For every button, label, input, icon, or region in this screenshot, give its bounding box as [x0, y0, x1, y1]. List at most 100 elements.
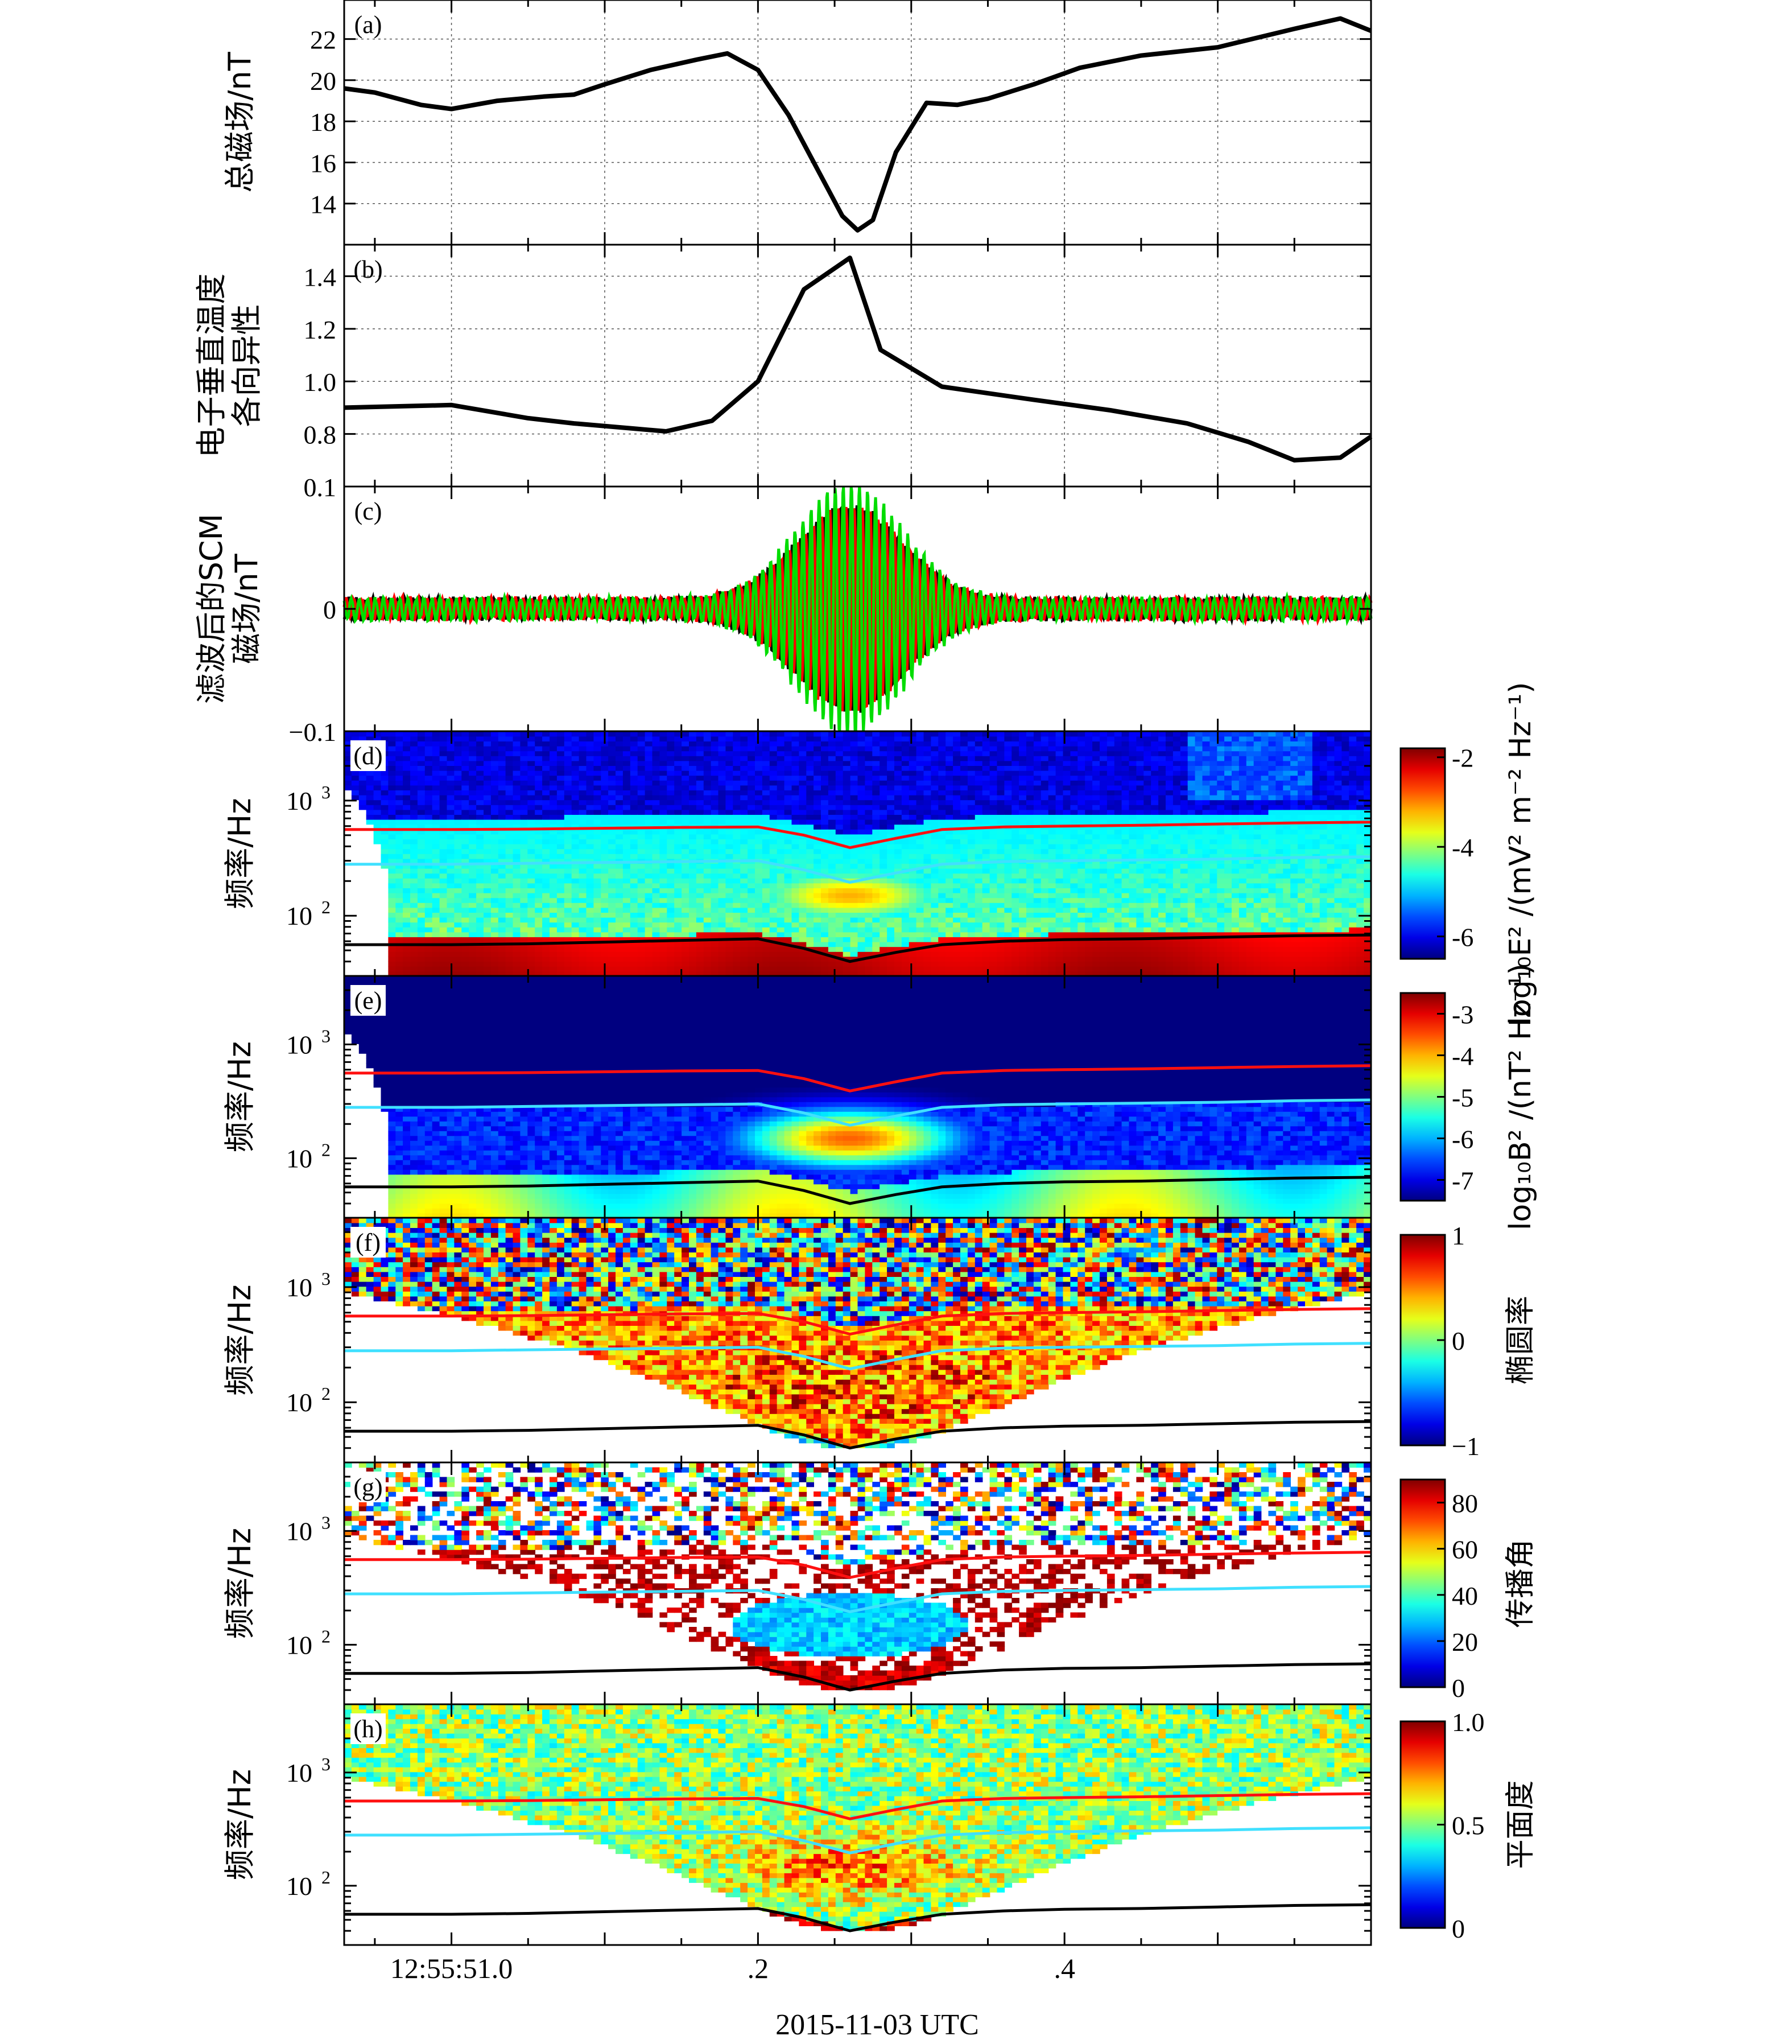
colorbars: -2-4-6 log₁₀E² /(mV² m⁻² Hz⁻¹)-3-4-5-6-7 l… — [1401, 682, 1538, 1943]
y-tick-label: 10 — [286, 1030, 312, 1059]
colorbar-gradient — [1401, 1480, 1445, 1687]
y-tick-exponent: 2 — [321, 1626, 331, 1646]
colorbar-tick-label: -2 — [1452, 744, 1473, 773]
y-tick-label: 0 — [323, 595, 336, 624]
colorbar-h: 1.0 0.5 0 平面度 — [1401, 1708, 1538, 1943]
y-tick-label: 22 — [310, 26, 336, 55]
y-tick-exponent: 3 — [321, 782, 331, 802]
y-axis-label: 频率/Hz — [222, 1769, 258, 1880]
x-tick-label: .2 — [748, 1952, 769, 1984]
y-tick-exponent: 2 — [321, 1383, 331, 1404]
colorbar-tick-label: 80 — [1452, 1489, 1478, 1518]
y-tick-label: 10 — [286, 1388, 312, 1417]
panel-f-ellipticity: 10 2 10 3 (f) 频率/Hz — [222, 1218, 1372, 1462]
colorbar-label: log₁₀B² /(nT² Hz⁻¹) — [1504, 963, 1538, 1230]
y-tick-label: 10 — [286, 1516, 312, 1546]
colorbar-label: 椭圆率 — [1504, 1296, 1538, 1384]
panel-label: (g) — [353, 1473, 382, 1501]
y-axis-label: 频率/Hz — [222, 1528, 258, 1639]
y-tick-label: 10 — [286, 1273, 312, 1302]
colorbar-tick-label: -4 — [1452, 1042, 1473, 1071]
y-tick-label: 18 — [310, 108, 336, 137]
x-axis-label: 2015-11-03 UTC — [775, 2009, 979, 2041]
colorbar-e: -3 -4 -5 -6 -7 log₁₀B² /(nT² Hz⁻¹) — [1401, 963, 1538, 1230]
colorbar-gradient — [1401, 748, 1445, 959]
colorbar-tick-label: -3 — [1452, 1000, 1473, 1029]
y-tick-label: 10 — [286, 901, 312, 930]
y-tick-label: 10 — [286, 1872, 312, 1901]
colorbar-tick-label: −1 — [1452, 1432, 1480, 1461]
y-axis-label: 频率/Hz — [222, 798, 258, 909]
series-line — [344, 486, 1371, 737]
y-tick-exponent: 3 — [321, 1512, 331, 1532]
panel-d-electric-spectrum: 10 2 10 3 (d) 频率/Hz — [222, 731, 1372, 976]
panel-b-electron-anisotropy: 0.8 1.0 1.2 1.4 (b) 电子垂直温度 各向异性 — [193, 245, 1371, 487]
y-tick-exponent: 2 — [321, 1139, 331, 1160]
panel-label: (e) — [354, 987, 382, 1015]
y-tick-label: 10 — [286, 1630, 312, 1659]
y-axis-label: 电子垂直温度 — [193, 274, 229, 458]
colorbar-tick-label: 1.0 — [1452, 1708, 1485, 1737]
panel-a-total-magnetic-field: 14 16 18 20 22 (a) 总磁场/nT — [222, 0, 1371, 245]
panel-label: (b) — [353, 256, 382, 283]
spectrogram-cells — [344, 976, 1372, 1218]
spectrogram-cells — [344, 731, 1372, 976]
colorbar-tick-label: 0 — [1452, 1326, 1465, 1355]
y-tick-exponent: 3 — [321, 1025, 331, 1046]
y-axis-label: 磁场/nT — [229, 553, 265, 664]
panel-label: (f) — [356, 1229, 381, 1256]
y-axis-label: 总磁场/nT — [222, 51, 258, 192]
x-tick-label: 12:55:51.0 — [390, 1952, 513, 1984]
y-axis-label: 频率/Hz — [222, 1284, 258, 1395]
panel-c-filtered-scm-field: 0 0.1 −0.1 (c) 滤波后的SCM 磁场/nT — [193, 473, 1371, 747]
y-tick-exponent: 2 — [321, 897, 331, 917]
y-tick-exponent: 2 — [321, 1867, 331, 1888]
colorbar-tick-label: 20 — [1452, 1627, 1478, 1656]
colorbar-tick-label: -6 — [1452, 923, 1473, 952]
series-line — [344, 19, 1371, 230]
y-tick-label: 10 — [286, 786, 312, 815]
y-axis-label: 滤波后的SCM — [193, 514, 229, 704]
colorbar-tick-label: -7 — [1452, 1167, 1473, 1196]
y-tick-label: −0.1 — [289, 718, 336, 747]
colorbar-tick-label: -4 — [1452, 833, 1473, 862]
y-tick-label: 0.1 — [304, 473, 337, 502]
colorbar-label: 传播角 — [1504, 1539, 1538, 1627]
panel-h-planarity: 10 2 10 3 12:55:51.0 .2 .4 (h) 频率/Hz — [222, 1704, 1372, 1984]
y-tick-label: 10 — [286, 1144, 312, 1173]
y-tick-label: 1.0 — [304, 368, 337, 397]
y-tick-label: 1.2 — [304, 315, 337, 344]
y-tick-label: 1.4 — [304, 262, 337, 291]
colorbar-g: 80 60 40 20 0 传播角 — [1401, 1480, 1538, 1703]
y-tick-exponent: 3 — [321, 1754, 331, 1774]
y-tick-label: 0.8 — [304, 421, 337, 450]
panel-label: (c) — [354, 497, 382, 525]
colorbar-tick-label: 60 — [1452, 1535, 1478, 1564]
panel-label: (d) — [353, 742, 382, 770]
panel-g-wave-normal-angle: 10 2 10 3 (g) 频率/Hz — [222, 1462, 1372, 1704]
colorbar-tick-label: -5 — [1452, 1083, 1473, 1112]
y-tick-label: 16 — [310, 149, 336, 178]
y-tick-label: 10 — [286, 1758, 312, 1787]
colorbar-tick-label: 0.5 — [1452, 1811, 1485, 1840]
colorbar-tick-label: 40 — [1452, 1581, 1478, 1610]
y-tick-label: 20 — [310, 67, 336, 96]
panel-label: (a) — [354, 11, 382, 39]
colorbar-tick-label: -6 — [1452, 1125, 1473, 1154]
panel-label: (h) — [353, 1715, 382, 1743]
x-tick-label: .4 — [1054, 1952, 1075, 1984]
colorbar-tick-label: 0 — [1452, 1674, 1465, 1703]
colorbar-label: 平面度 — [1504, 1780, 1538, 1869]
series-line — [344, 258, 1371, 460]
panel-frame — [344, 0, 1371, 245]
colorbar-tick-label: 1 — [1452, 1221, 1465, 1250]
y-axis-label: 各向异性 — [229, 304, 265, 427]
colorbar-tick-label: 0 — [1452, 1914, 1465, 1943]
y-tick-exponent: 3 — [321, 1268, 331, 1289]
panel-e-magnetic-spectrum: 10 2 10 3 (e) 频率/Hz — [222, 976, 1372, 1218]
y-tick-label: 14 — [310, 190, 336, 219]
colorbar-f: 1 0 −1 椭圆率 — [1401, 1221, 1538, 1461]
y-axis-label: 频率/Hz — [222, 1041, 258, 1152]
